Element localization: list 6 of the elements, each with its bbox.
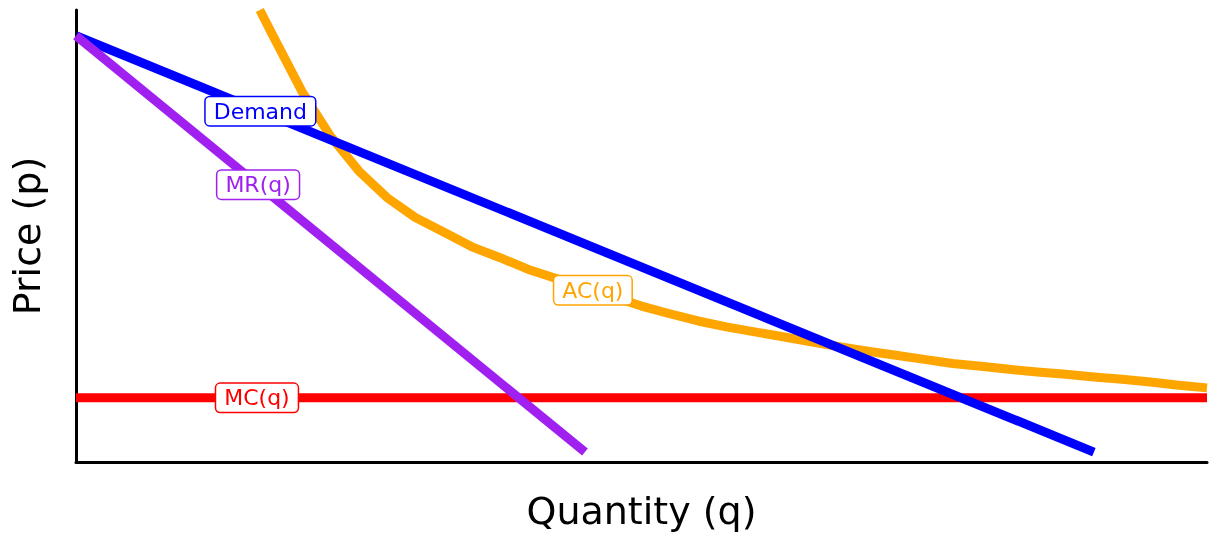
y-axis-title: Price (p): [5, 156, 49, 316]
series-label: MR(q): [225, 172, 291, 198]
x-axis-title: Quantity (q): [526, 489, 757, 533]
series-label: AC(q): [562, 277, 624, 303]
series-label: MC(q): [224, 385, 290, 411]
series-label: Demand: [213, 98, 307, 124]
